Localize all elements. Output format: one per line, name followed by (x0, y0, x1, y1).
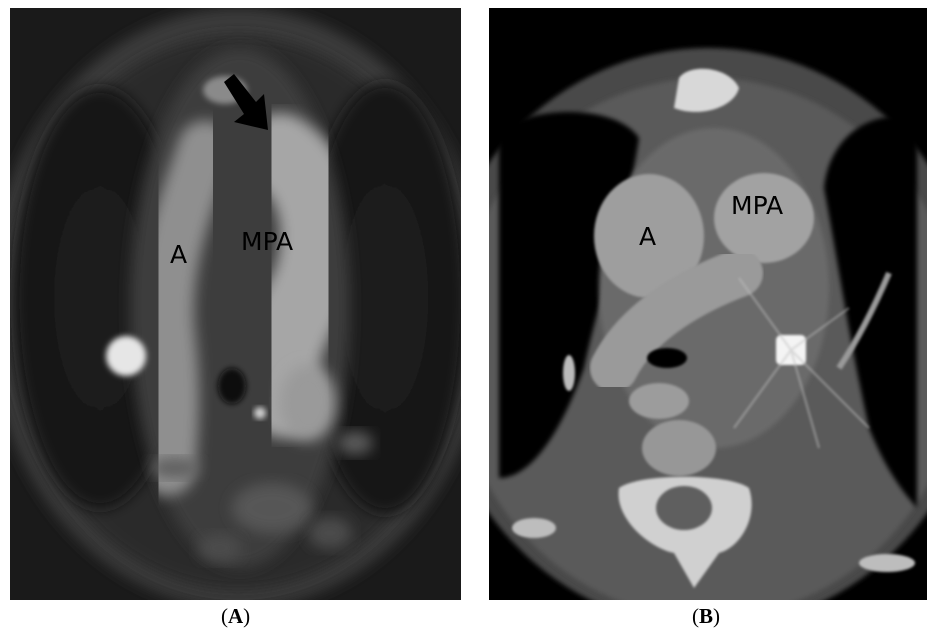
scan-image-a: A MPA (10, 8, 461, 600)
caption-b-close: ) (713, 604, 721, 628)
scan-b-graphic (489, 8, 927, 600)
caption-b-open: ( (692, 604, 699, 628)
mpa-label-b: MPA (731, 191, 784, 220)
caption-a-letter: A (228, 604, 244, 628)
caption-b: (B) (692, 604, 721, 628)
caption-a-close: ) (243, 604, 251, 628)
arrow-down-right-icon (224, 74, 268, 130)
scan-a-graphic (10, 8, 461, 600)
caption-b-letter: B (699, 604, 714, 628)
caption-a: (A) (221, 604, 251, 628)
aorta-label-a: A (170, 240, 188, 269)
aorta-label-b: A (639, 222, 657, 251)
mpa-label-a: MPA (241, 227, 294, 256)
scan-image-b: A MPA (489, 8, 927, 600)
caption-a-open: ( (221, 604, 228, 628)
